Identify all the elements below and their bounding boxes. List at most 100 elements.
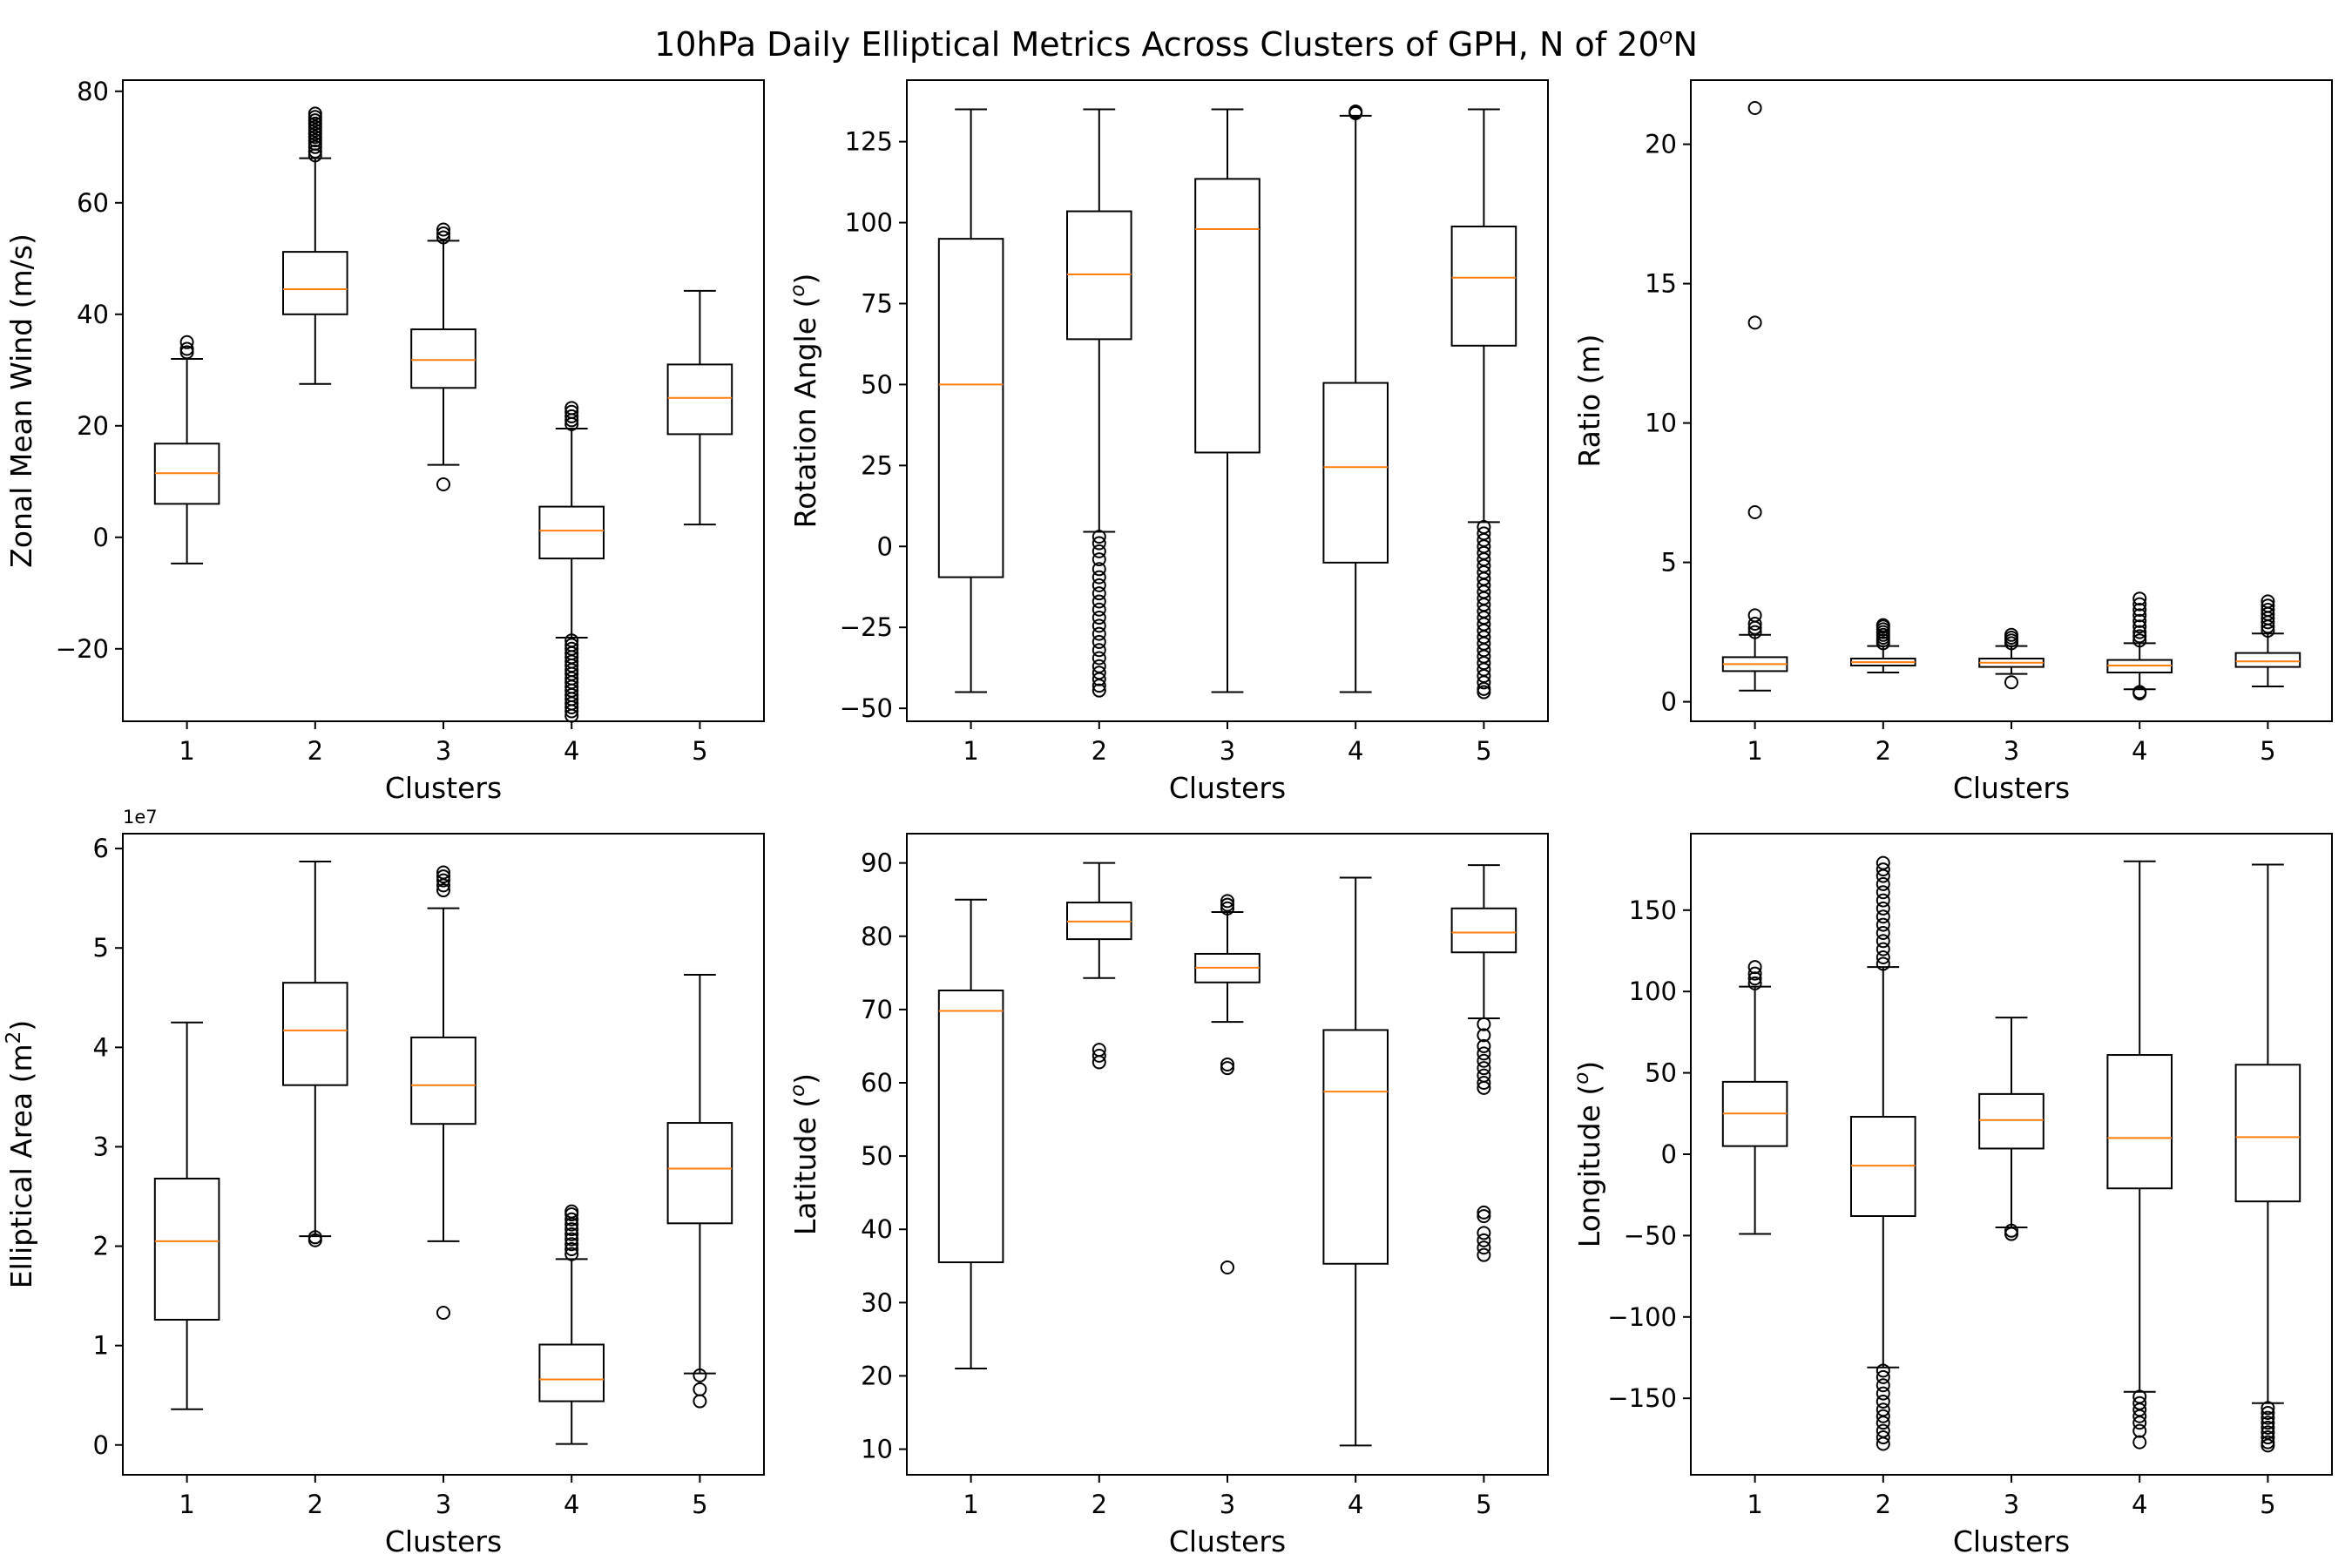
- iqr-box: [282, 982, 348, 1086]
- outlier-point: [2132, 613, 2147, 628]
- y-tick-label: 50: [1645, 1058, 1677, 1088]
- outlier-point: [564, 1232, 579, 1247]
- box-cluster-5: [1450, 108, 1517, 700]
- x-tick-label: 3: [2004, 736, 2019, 766]
- y-tick-label: 25: [861, 450, 893, 480]
- outlier-point: [1220, 894, 1234, 909]
- outlier-point: [1747, 966, 1762, 981]
- outlier-point: [2004, 675, 2018, 690]
- outlier-point: [1477, 1205, 1491, 1220]
- y-tick-label: 6: [93, 834, 109, 863]
- subplot-2: 1 2 3 4 5 −50 −25 0 25 50 75 100 125 Clusters Rotation…: [787, 79, 1549, 805]
- outlier-point: [1876, 1436, 1890, 1451]
- iqr-box: [538, 505, 605, 560]
- box-cluster-5: [2234, 863, 2301, 1453]
- x-tick-label: 2: [1876, 736, 1891, 766]
- box-cluster-1: [153, 1021, 220, 1410]
- y-tick-label: 100: [1629, 977, 1677, 1006]
- outlier-point: [2261, 1430, 2275, 1445]
- y-tick-label: 50: [861, 1141, 893, 1171]
- x-tick-label: 3: [436, 1490, 451, 1519]
- outlier-point: [2261, 598, 2275, 613]
- outlier-point: [1477, 675, 1491, 690]
- outlier-point: [1220, 901, 1234, 916]
- outlier-point: [436, 1306, 450, 1321]
- outlier-point: [1876, 1430, 1890, 1445]
- y-tick-label: −50: [840, 693, 893, 723]
- iqr-box: [2234, 652, 2301, 668]
- iqr-box: [1322, 382, 1389, 564]
- y-tick-label: 100: [845, 208, 893, 238]
- outlier-point: [2004, 627, 2018, 642]
- box-cluster-2: [1850, 855, 1916, 1451]
- outlier-point: [1092, 602, 1106, 617]
- outlier-point: [1477, 1046, 1491, 1061]
- outlier-point: [1747, 101, 1762, 115]
- x-tick-label: 3: [2004, 1490, 2019, 1519]
- outlier-point: [1477, 1233, 1491, 1247]
- outlier-point: [1092, 611, 1106, 625]
- y-tick-label: 150: [1629, 896, 1677, 925]
- outlier-point: [1876, 1394, 1890, 1409]
- y-tick-label: 0: [1661, 687, 1677, 717]
- y-tick-label: 10: [861, 1435, 893, 1464]
- box-cluster-2: [1066, 862, 1132, 1070]
- outlier-point: [1092, 530, 1106, 544]
- outlier-point: [564, 1237, 579, 1252]
- outlier-point: [1876, 876, 1890, 891]
- y-tick-label: −20: [56, 634, 109, 664]
- outlier-point: [693, 1394, 707, 1409]
- box-cluster-1: [937, 898, 1004, 1370]
- box-cluster-1: [153, 335, 220, 564]
- outlier-point: [1477, 1053, 1491, 1068]
- outlier-point: [1092, 1055, 1106, 1070]
- outlier-point: [2261, 594, 2275, 609]
- box-cluster-4: [2106, 860, 2173, 1450]
- iqr-box: [410, 1036, 476, 1125]
- y-tick-label: −100: [1607, 1302, 1677, 1332]
- outlier-point: [2132, 1416, 2147, 1430]
- x-tick-label: 4: [564, 736, 579, 766]
- outlier-point: [1876, 925, 1890, 940]
- box-cluster-4: [538, 1204, 605, 1445]
- x-tick-label: 4: [1348, 736, 1363, 766]
- subplot-1: 1 2 3 4 5 −20 0 20 40 60 80 Clusters Zonal Mean Wind…: [4, 77, 765, 805]
- y-axis-label: Latitude (o): [787, 1073, 822, 1235]
- outlier-point: [1092, 544, 1106, 558]
- x-tick-label: 5: [1476, 736, 1491, 766]
- x-tick-label: 4: [1348, 1490, 1363, 1519]
- figure-title: 10hPa Daily Elliptical Metrics Across Cl…: [654, 24, 1698, 64]
- outlier-point: [1477, 1209, 1491, 1224]
- y-tick-label: 5: [1661, 548, 1677, 578]
- x-tick-label: 3: [1220, 1490, 1235, 1519]
- outlier-point: [2004, 1227, 2018, 1241]
- y-tick-label: 0: [93, 523, 109, 552]
- iqr-box: [1322, 1029, 1389, 1265]
- y-axis-label: Ratio (m): [1572, 334, 1606, 467]
- x-tick-label: 1: [963, 736, 978, 766]
- x-tick-label: 5: [2260, 1490, 2275, 1519]
- outlier-point: [1747, 976, 1762, 990]
- iqr-box: [538, 1343, 605, 1402]
- iqr-box: [1194, 178, 1260, 454]
- y-axis-label: Rotation Angle (o): [787, 274, 822, 529]
- outlier-point: [1092, 626, 1106, 641]
- outlier-point: [564, 409, 579, 423]
- box-cluster-4: [538, 401, 605, 723]
- x-axis-label: Clusters: [1953, 1524, 2070, 1558]
- x-tick-label: 2: [1092, 1490, 1107, 1519]
- outlier-point: [1092, 683, 1106, 698]
- x-tick-label: 4: [2132, 1490, 2147, 1519]
- outlier-point: [1092, 536, 1106, 551]
- iqr-box: [937, 238, 1004, 578]
- outlier-point: [2132, 686, 2147, 700]
- outlier-point: [1876, 1369, 1890, 1384]
- outlier-point: [1876, 956, 1890, 971]
- y-tick-label: −150: [1607, 1383, 1677, 1413]
- outlier-point: [1092, 578, 1106, 592]
- iqr-box: [666, 1122, 733, 1225]
- x-tick-label: 3: [1220, 736, 1235, 766]
- iqr-box: [2234, 1064, 2301, 1203]
- outlier-point: [308, 1230, 322, 1245]
